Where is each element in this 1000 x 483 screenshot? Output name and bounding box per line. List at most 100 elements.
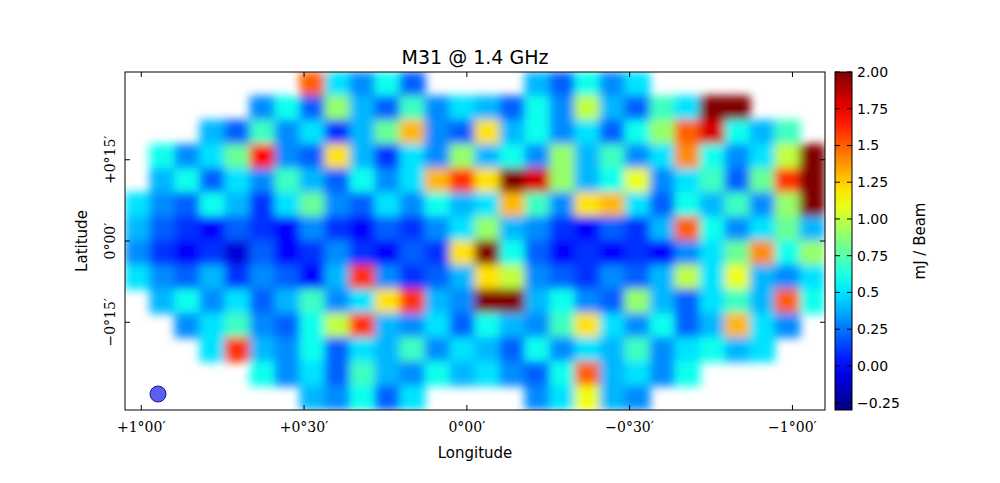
- cell: [750, 265, 776, 290]
- cell: [800, 168, 826, 193]
- cell: [425, 120, 451, 145]
- cell: [775, 289, 801, 314]
- cell: [650, 120, 676, 145]
- cell: [350, 265, 376, 290]
- cell: [450, 216, 476, 241]
- cell: [475, 216, 501, 241]
- cell: [300, 216, 326, 241]
- cell: [400, 337, 426, 362]
- cell: [325, 96, 351, 121]
- cell: [725, 337, 751, 362]
- cell: [600, 241, 626, 266]
- cell: [450, 96, 476, 121]
- cell: [150, 192, 176, 217]
- cell: [325, 265, 351, 290]
- x-tick: [141, 405, 142, 410]
- cell: [325, 192, 351, 217]
- cell: [350, 361, 376, 386]
- colorbar-tick: [835, 365, 840, 366]
- cell: [725, 265, 751, 290]
- cell: [675, 216, 701, 241]
- cell: [425, 313, 451, 338]
- cell: [350, 96, 376, 121]
- cell: [550, 216, 576, 241]
- cell: [325, 72, 351, 97]
- colorbar-tick: [835, 108, 840, 109]
- colorbar-tick: [835, 72, 840, 73]
- cell: [200, 241, 226, 266]
- cell: [400, 120, 426, 145]
- cell: [775, 265, 801, 290]
- x-tick: [792, 72, 793, 77]
- cell: [525, 96, 551, 121]
- cell: [550, 289, 576, 314]
- cell: [600, 265, 626, 290]
- cell: [725, 216, 751, 241]
- cell: [500, 361, 526, 386]
- colorbar-tick-label: 0.5: [857, 284, 879, 300]
- cell: [375, 168, 401, 193]
- cell: [650, 216, 676, 241]
- colorbar-tick-label: 0.75: [857, 248, 888, 264]
- cell: [625, 120, 651, 145]
- cell: [150, 265, 176, 290]
- cell: [500, 241, 526, 266]
- cell: [550, 168, 576, 193]
- cell: [750, 216, 776, 241]
- cell: [200, 265, 226, 290]
- cell: [550, 313, 576, 338]
- cell: [375, 337, 401, 362]
- cell: [300, 120, 326, 145]
- cell: [525, 72, 551, 97]
- cell: [550, 72, 576, 97]
- cell: [650, 241, 676, 266]
- cell: [525, 168, 551, 193]
- cell: [400, 168, 426, 193]
- cell: [500, 120, 526, 145]
- cell: [275, 337, 301, 362]
- cell: [575, 289, 601, 314]
- cell: [725, 241, 751, 266]
- cell: [200, 168, 226, 193]
- cell: [150, 289, 176, 314]
- cell: [350, 313, 376, 338]
- beam: [150, 386, 166, 402]
- cell: [650, 192, 676, 217]
- x-tick: [466, 72, 467, 77]
- colorbar-tick-label: 0.00: [857, 358, 888, 374]
- cell: [550, 144, 576, 169]
- cell: [325, 337, 351, 362]
- x-tick: [304, 72, 305, 77]
- cell: [300, 241, 326, 266]
- cell: [725, 289, 751, 314]
- cell: [375, 289, 401, 314]
- cell: [525, 265, 551, 290]
- cell: [575, 192, 601, 217]
- colorbar-tick-label: 1.75: [857, 101, 888, 117]
- y-tick-label: 0°00′: [102, 223, 118, 260]
- cell: [275, 168, 301, 193]
- cell: [475, 241, 501, 266]
- x-axis-title: Longitude: [438, 444, 513, 462]
- cell: [350, 72, 376, 97]
- colorbar-tick: [847, 108, 852, 109]
- cell: [250, 313, 276, 338]
- cell: [350, 168, 376, 193]
- cell: [625, 216, 651, 241]
- y-tick: [820, 159, 825, 160]
- cell: [250, 144, 276, 169]
- cell: [300, 144, 326, 169]
- cell: [325, 385, 351, 410]
- cell: [550, 265, 576, 290]
- cell: [800, 241, 826, 266]
- cell: [525, 144, 551, 169]
- x-tick: [629, 405, 630, 410]
- cell: [625, 144, 651, 169]
- colorbar-tick-label: −0.25: [857, 395, 900, 411]
- x-tick-label: 0°00′: [448, 419, 485, 435]
- cell: [700, 120, 726, 145]
- cell: [575, 385, 601, 410]
- colorbar-tick: [847, 72, 852, 73]
- cell: [500, 313, 526, 338]
- cell: [750, 289, 776, 314]
